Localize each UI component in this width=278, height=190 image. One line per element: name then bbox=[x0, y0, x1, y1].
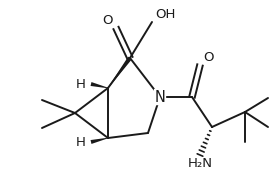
Polygon shape bbox=[108, 57, 132, 88]
Polygon shape bbox=[91, 82, 108, 88]
Text: O: O bbox=[103, 14, 113, 27]
Text: H₂N: H₂N bbox=[187, 157, 212, 170]
Text: OH: OH bbox=[155, 8, 175, 21]
Text: N: N bbox=[155, 89, 165, 105]
Text: H: H bbox=[76, 78, 86, 90]
Text: H: H bbox=[76, 135, 86, 149]
Polygon shape bbox=[91, 138, 108, 144]
Text: O: O bbox=[203, 51, 214, 64]
